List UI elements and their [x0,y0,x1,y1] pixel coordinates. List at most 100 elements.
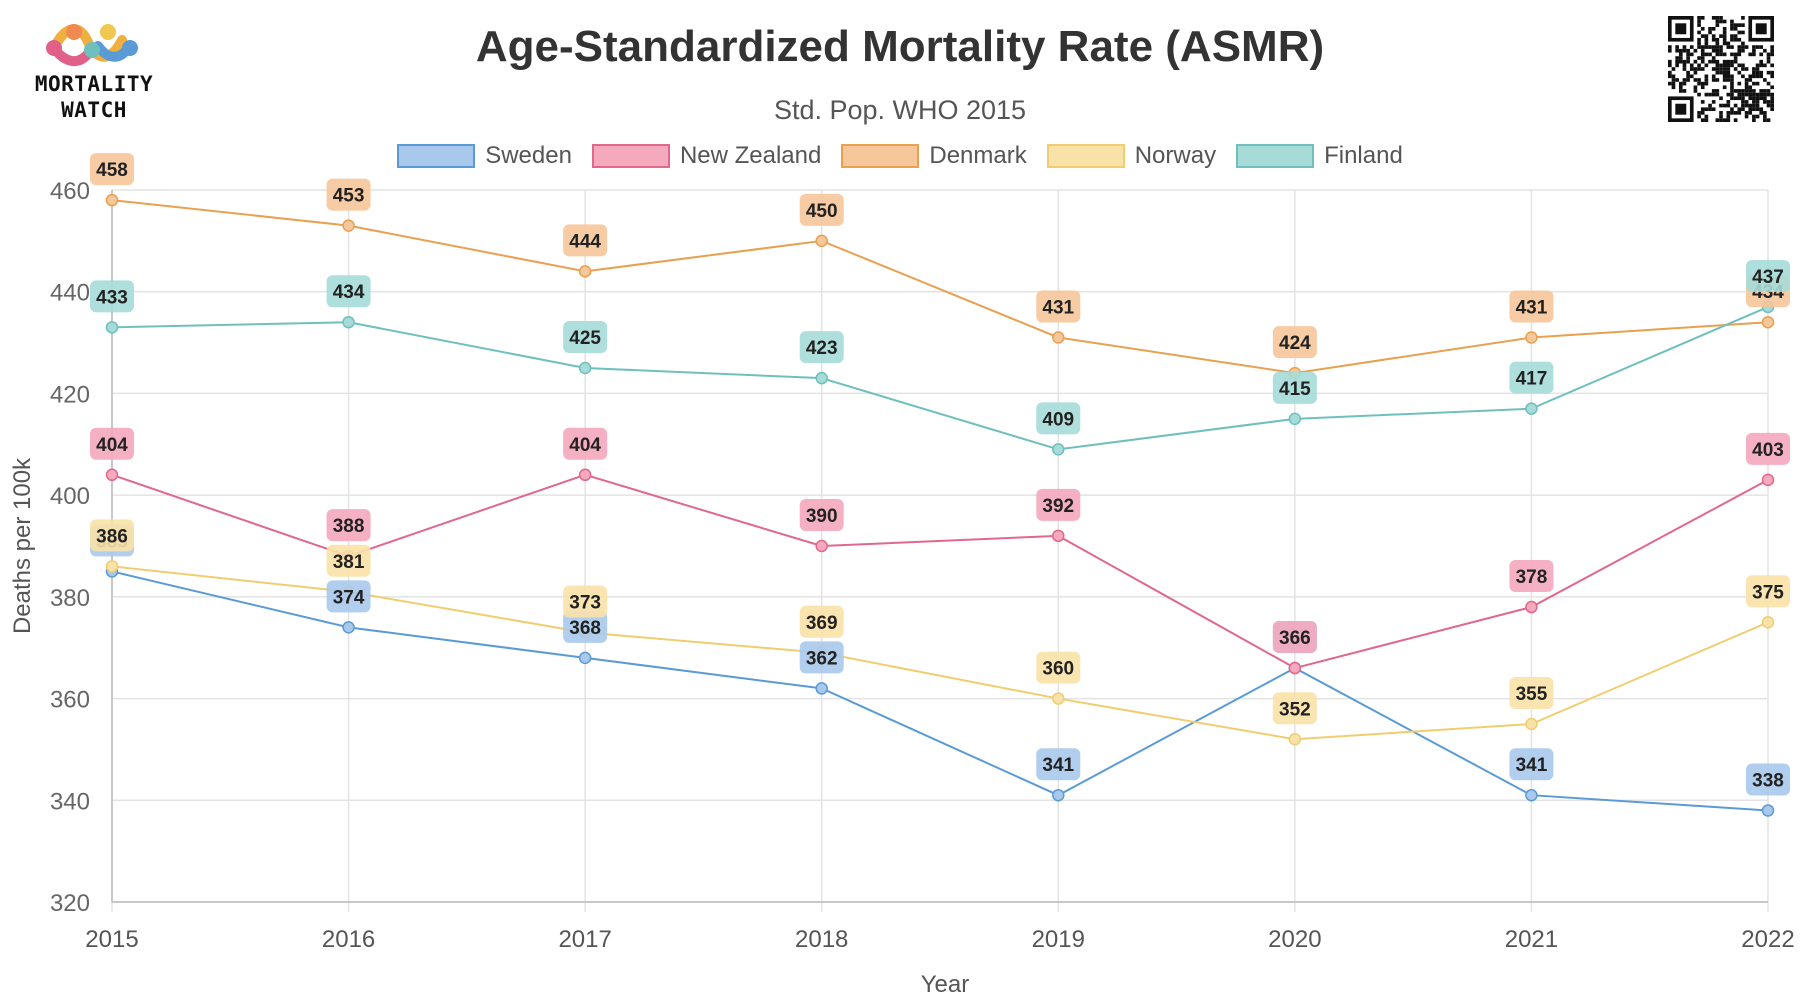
qr-module [1693,70,1698,75]
data-label-finland: 425 [569,328,601,349]
data-label-bg-new-zealand [1036,488,1081,521]
qr-module [1711,74,1716,79]
legend-label-finland: Finland [1324,142,1403,169]
qr-module [1733,67,1738,71]
legend-item-finland[interactable]: Finland [1236,142,1403,170]
qr-module [1704,34,1709,38]
qr-module [1704,52,1709,57]
qr-module [1675,63,1679,68]
qr-module [1737,89,1742,93]
data-label-denmark: 424 [1279,333,1311,354]
legend-item-new-zealand[interactable]: New Zealand [591,142,821,170]
qr-module [1671,85,1676,90]
qr-module [1763,111,1767,115]
qr-module [1755,103,1760,108]
qr-module [1748,92,1753,97]
qr-code-icon[interactable] [1668,16,1774,122]
qr-module [1719,45,1723,49]
data-label-denmark: 453 [333,186,365,207]
qr-module [1715,63,1720,68]
qr-module [1700,100,1705,104]
qr-module [1689,74,1694,79]
x-axis-label: Year [921,971,970,998]
legend-item-norway[interactable]: Norway [1046,142,1216,170]
qr-module [1770,103,1774,108]
qr-module [1711,34,1716,38]
data-point-finland [1288,412,1302,426]
qr-module [1697,63,1701,68]
qr-module [1726,74,1731,79]
qr-module [1726,114,1731,119]
qr-module [1715,48,1720,53]
qr-module [1722,34,1727,38]
qr-module [1752,118,1756,122]
qr-module [1715,59,1720,64]
qr-module [1722,74,1727,79]
data-label-bg-denmark [326,178,371,211]
qr-module [1759,107,1764,112]
qr-module [1693,59,1698,64]
qr-module [1711,48,1716,53]
data-label-denmark: 444 [569,231,601,252]
data-label-bg-new-zealand [90,427,134,460]
qr-module [1678,85,1683,90]
qr-module [1730,85,1734,90]
data-label-bg-denmark [799,193,844,226]
data-label-finland: 437 [1752,267,1784,288]
legend-swatch-sweden [397,144,476,168]
qr-module [1686,70,1690,75]
qr-module [1733,96,1738,101]
qr-module [1752,74,1756,79]
qr-module [1704,81,1709,86]
qr-module [1770,100,1774,104]
qr-module [1722,41,1727,46]
qr-module [1682,59,1687,64]
qr-module [1766,100,1771,104]
qr-module [1682,48,1687,53]
data-label-bg-finland [1272,371,1317,404]
qr-module [1763,89,1767,93]
qr-module [1711,37,1716,42]
qr-module [1700,118,1705,122]
data-point-finland [1052,443,1065,456]
y-tick-label: 420 [50,381,90,408]
qr-module [1668,63,1672,68]
qr-module [1722,52,1727,57]
legend-item-denmark[interactable]: Denmark [841,142,1027,170]
brand-line1: MORTALITY [34,72,154,96]
legend-item-sweden[interactable]: Sweden [397,142,572,170]
qr-module [1730,63,1734,68]
qr-module [1675,56,1679,60]
qr-module [1766,56,1771,60]
data-label-bg-new-zealand [1746,432,1790,465]
qr-module [1715,70,1720,75]
qr-module [1733,59,1738,64]
qr-module [1715,78,1720,82]
qr-module [1678,81,1683,86]
legend-label-sweden: Sweden [485,142,572,169]
qr-module [1730,19,1734,24]
qr-module [1726,92,1731,97]
qr-module [1741,23,1745,27]
qr-module [1697,92,1701,97]
data-point-new-zealand [1525,600,1538,614]
data-point-denmark [105,193,119,207]
data-label-finland: 434 [333,282,365,303]
series-line-new-zealand [111,473,1769,670]
qr-module [1678,52,1683,57]
qr-module [1737,92,1742,97]
qr-module [1715,52,1720,57]
data-label-bg-norway [563,585,608,618]
qr-module [1715,37,1720,42]
qr-module [1730,107,1734,112]
qr-module [1730,59,1734,64]
qr-module [1770,92,1774,97]
qr-module [1733,89,1738,93]
qr-module [1741,41,1745,46]
qr-module [1741,30,1745,35]
qr-module [1763,63,1767,68]
qr-module [1671,74,1676,79]
qr-module [1748,85,1753,90]
data-label-new-zealand: 392 [1042,496,1074,517]
qr-module [1759,59,1764,64]
